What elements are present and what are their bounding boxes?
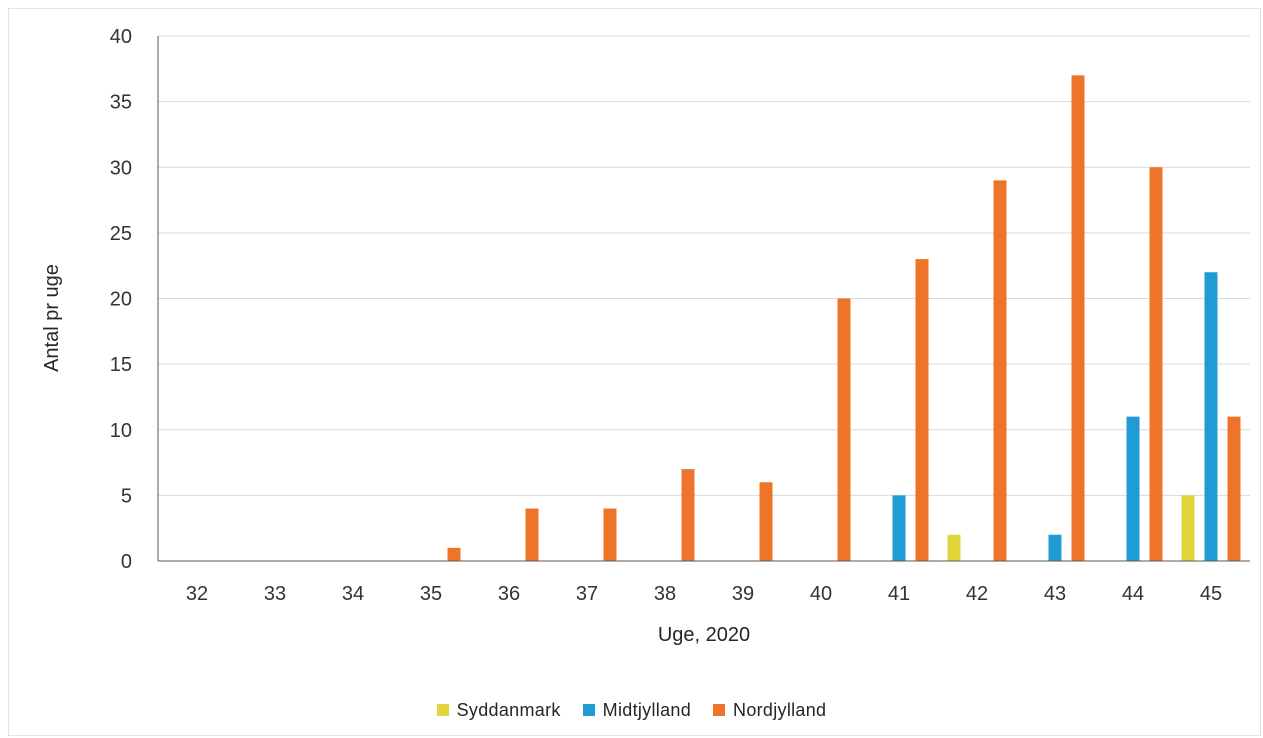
bar-nordjylland [759, 482, 773, 561]
bar-midtjylland [1126, 416, 1140, 561]
bar-midtjylland [1048, 534, 1062, 561]
y-tick-label: 25 [110, 223, 132, 245]
bar-midtjylland [892, 495, 906, 561]
x-tick-label: 34 [342, 583, 364, 605]
y-tick-label: 15 [110, 354, 132, 376]
x-tick-label: 35 [420, 583, 442, 605]
x-tick-label: 37 [576, 583, 598, 605]
legend-swatch-midtjylland [582, 704, 595, 716]
bar-syddanmark [1181, 495, 1195, 561]
bar-nordjylland [1071, 75, 1085, 561]
y-tick-label: 30 [110, 157, 132, 179]
x-tick-label: 45 [1200, 583, 1222, 605]
x-tick-label: 42 [966, 583, 988, 605]
x-tick-label: 36 [498, 583, 520, 605]
y-tick-label: 35 [110, 92, 132, 114]
x-tick-label: 32 [186, 583, 208, 605]
bars [447, 75, 1241, 561]
legend-label-nordjylland: Nordjylland [733, 699, 827, 720]
y-tick-label: 0 [121, 551, 132, 573]
bar-nordjylland [993, 180, 1007, 561]
legend-label-midtjylland: Midtjylland [602, 699, 692, 720]
gridlines [158, 35, 1250, 496]
legend-item-nordjylland: Nordjylland [713, 700, 826, 721]
y-tick-label: 40 [110, 26, 132, 48]
bar-nordjylland [681, 469, 695, 561]
bar-syddanmark [947, 534, 961, 561]
x-axis-ticks: 32 33 34 35 36 37 38 39 40 41 42 43 44 45 [186, 583, 1222, 605]
bar-nordjylland [1227, 416, 1241, 561]
y-tick-label: 20 [110, 289, 132, 311]
legend: Syddanmark Midtjylland Nordjylland [0, 697, 1263, 723]
bar-nordjylland [837, 298, 851, 561]
x-tick-label: 38 [654, 583, 676, 605]
bar-nordjylland [915, 259, 929, 561]
legend-swatch-syddanmark [436, 704, 449, 716]
bar-nordjylland [1149, 167, 1163, 561]
y-axis-ticks: 0 5 10 15 20 25 30 35 40 [110, 26, 132, 573]
bar-nordjylland [603, 508, 617, 561]
legend-label-syddanmark: Syddanmark [456, 699, 561, 720]
x-axis-title: Uge, 2020 [658, 624, 750, 646]
chart-frame [8, 8, 1261, 736]
bar-nordjylland [525, 508, 539, 561]
legend-item-syddanmark: Syddanmark [436, 699, 561, 721]
y-axis-title: Antal pr uge [41, 264, 63, 372]
x-tick-label: 40 [810, 583, 832, 605]
bar-midtjylland [1204, 272, 1218, 561]
x-tick-label: 44 [1122, 583, 1144, 605]
x-tick-label: 39 [732, 583, 754, 605]
y-tick-label: 10 [110, 420, 132, 442]
x-tick-label: 43 [1044, 583, 1066, 605]
legend-swatch-nordjylland [713, 704, 726, 716]
bar-nordjylland [447, 547, 461, 561]
x-tick-label: 41 [888, 583, 910, 605]
legend-item-midtjylland: Midtjylland [582, 699, 692, 721]
y-tick-label: 5 [121, 485, 132, 507]
x-tick-label: 33 [264, 583, 286, 605]
